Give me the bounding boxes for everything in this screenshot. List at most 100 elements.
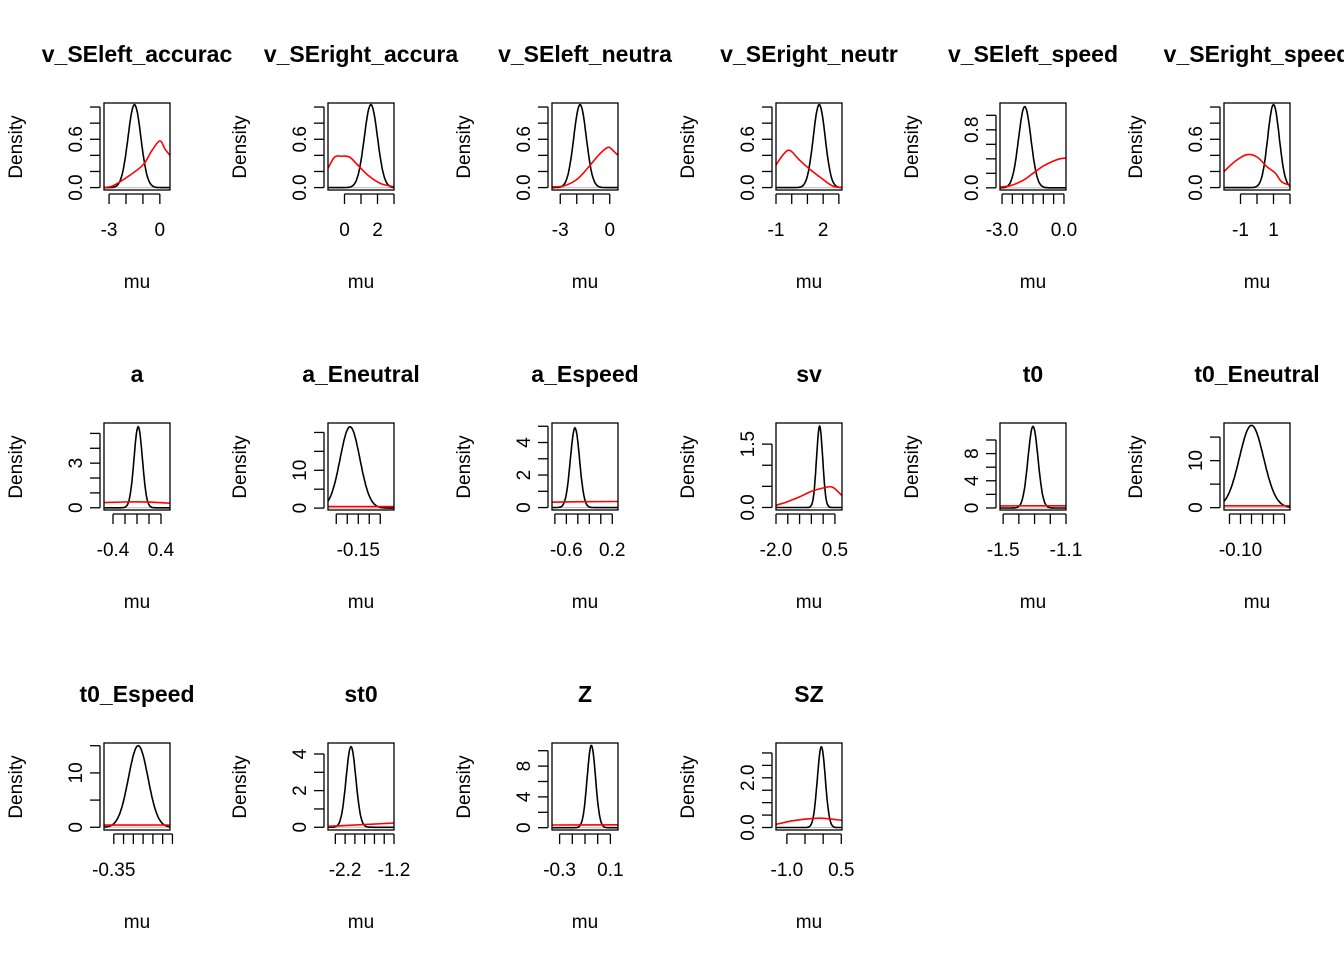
plot-box <box>103 422 171 511</box>
x-tick-label: -0.6 <box>550 540 583 561</box>
prior-density-line <box>327 822 395 828</box>
posterior-density-line <box>552 426 618 509</box>
x-axis-label: mu <box>572 272 598 293</box>
prior-density-line <box>551 146 619 188</box>
panel-v-seright-accura: v_SEright_accura 0 2 0.0 0.6 mu Density <box>230 41 458 293</box>
x-axis-label: mu <box>124 272 150 293</box>
panel-title: a <box>131 361 144 387</box>
prior-density-line <box>775 817 843 826</box>
y-tick-label: 2 <box>514 470 535 481</box>
panel-st0: st0 -2.2 -1.2 0 2 4 mu Density <box>230 681 410 933</box>
x-axis-label: mu <box>348 272 374 293</box>
x-tick-label: -1 <box>1232 220 1249 241</box>
panel-a-eneutral: a_Eneutral -0.15 0 10 mu Density <box>230 361 420 613</box>
posterior-density-line <box>104 103 170 189</box>
x-tick-label: -0.10 <box>1219 540 1262 561</box>
plot-box <box>775 102 843 191</box>
x-tick-label: 0 <box>339 220 350 241</box>
panel-v-seleft-accurac: v_SEleft_accurac -3 0 0.0 0.6 mu Density <box>6 41 232 293</box>
y-tick-label: 0.6 <box>290 126 311 152</box>
y-tick-label: 2.0 <box>738 765 759 791</box>
panel-title: v_SEleft_neutra <box>498 41 672 67</box>
y-tick-label: 0.6 <box>738 126 759 152</box>
y-tick-label: 4 <box>290 748 311 759</box>
x-axis-label: mu <box>572 592 598 613</box>
prior-density-line <box>103 500 171 504</box>
prior-density-line <box>327 155 395 188</box>
panel-z: Z -0.3 0.1 0 4 8 mu Density <box>454 681 624 933</box>
y-tick-label: 0 <box>290 503 311 514</box>
x-tick-label: -1 <box>768 220 785 241</box>
y-tick-label: 0 <box>962 503 983 514</box>
panel-title: t0_Espeed <box>79 681 194 707</box>
y-axis-label: Density <box>6 115 27 179</box>
plot-box <box>103 742 171 831</box>
posterior-density-line <box>1000 425 1066 509</box>
y-tick-label: 0.0 <box>738 494 759 520</box>
panel-v-seright-neutr: v_SEright_neutr -1 2 0.0 0.6 mu Density <box>678 41 898 293</box>
plot-box <box>999 102 1067 191</box>
y-tick-label: 8 <box>962 448 983 459</box>
x-tick-label: 0 <box>155 220 166 241</box>
panel-t0-espeed: t0_Espeed -0.35 0 10 mu Density <box>6 681 195 933</box>
posterior-density-line <box>1223 424 1291 508</box>
prior-density-line <box>775 485 843 507</box>
y-tick-label: 10 <box>66 762 87 783</box>
x-tick-label: -1.0 <box>771 860 804 881</box>
y-axis-label: Density <box>902 435 923 499</box>
x-axis-label: mu <box>348 912 374 933</box>
panel-sv: sv -2.0 0.5 0.0 1.5 mu Density <box>678 361 848 613</box>
plot-box <box>551 102 619 191</box>
posterior-density-line <box>552 744 618 829</box>
y-tick-label: 0.0 <box>514 174 535 200</box>
posterior-density-line <box>776 745 842 829</box>
y-tick-label: 0.8 <box>962 117 983 143</box>
x-tick-label: 0.0 <box>1051 220 1077 241</box>
x-tick-label: -0.35 <box>92 860 135 881</box>
y-tick-label: 10 <box>1186 450 1207 471</box>
plot-box <box>551 422 619 511</box>
panel-title: SZ <box>794 681 823 707</box>
y-axis-label: Density <box>1126 435 1147 499</box>
y-axis-label: Density <box>454 755 475 819</box>
posterior-density-line <box>776 103 842 189</box>
x-tick-label: 0.2 <box>599 540 625 561</box>
y-axis-label: Density <box>230 115 251 179</box>
y-axis-label: Density <box>6 755 27 819</box>
prior-density-line <box>999 157 1067 188</box>
panel-title: v_SEright_accura <box>264 41 459 67</box>
x-axis-label: mu <box>1244 272 1270 293</box>
plot-box <box>775 742 843 831</box>
posterior-density-line <box>328 103 395 189</box>
y-tick-label: 0 <box>66 502 87 513</box>
panel-title: a_Eneutral <box>302 361 420 387</box>
posterior-density-line <box>328 745 394 829</box>
panel-title: v_SEright_neutr <box>720 41 898 67</box>
panel-v-seleft-neutra: v_SEleft_neutra -3 0 0.0 0.6 mu Density <box>454 41 672 293</box>
x-axis-label: mu <box>1020 592 1046 613</box>
x-tick-label: -2.0 <box>760 540 793 561</box>
y-tick-label: 0 <box>1186 502 1207 513</box>
y-axis-label: Density <box>454 115 475 179</box>
panel-title: v_SEright_speed <box>1164 41 1344 67</box>
y-axis-label: Density <box>678 435 699 499</box>
x-tick-label: -3.0 <box>986 220 1019 241</box>
panel-title: t0_Eneutral <box>1194 361 1319 387</box>
panel-title: a_Espeed <box>531 361 638 387</box>
y-tick-label: 0.0 <box>962 175 983 201</box>
x-tick-label: 2 <box>372 220 383 241</box>
plot-box <box>327 742 395 831</box>
posterior-density-line <box>776 424 842 509</box>
posterior-density-line <box>1224 103 1291 189</box>
panel-title: v_SEleft_speed <box>948 41 1118 67</box>
posterior-density-line <box>327 425 394 509</box>
x-tick-label: 0.5 <box>822 540 848 561</box>
panel-title: sv <box>796 361 822 387</box>
prior-density-line <box>775 149 843 189</box>
y-axis-label: Density <box>6 435 27 499</box>
posterior-density-line <box>104 744 171 828</box>
x-axis-label: mu <box>796 592 822 613</box>
x-tick-label: 2 <box>818 220 829 241</box>
prior-density-line <box>551 500 619 503</box>
